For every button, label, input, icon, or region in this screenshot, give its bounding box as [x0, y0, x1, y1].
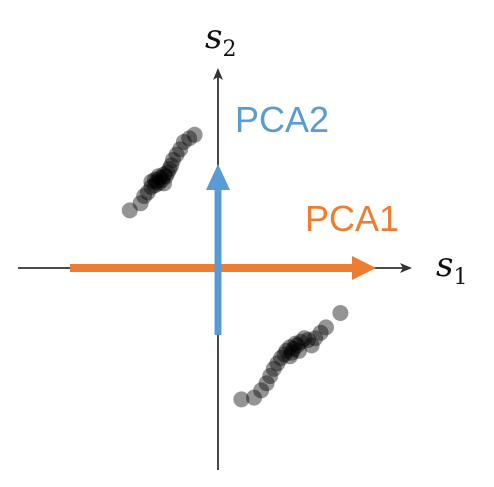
data-point-upper-left-14	[163, 157, 180, 174]
data-point-upper-left-21	[150, 168, 167, 185]
data-point-upper-left-4	[143, 179, 160, 195]
data-point-lower-right-1	[246, 389, 262, 406]
pca1-vector	[70, 256, 376, 280]
s2-subscript: 2	[222, 37, 236, 62]
data-point-lower-right-9	[278, 342, 295, 359]
data-point-upper-left-6	[148, 173, 165, 190]
data-point-upper-left-10	[156, 175, 172, 192]
data-point-lower-right-23	[332, 305, 349, 321]
data-point-lower-right-5	[265, 360, 282, 377]
data-point-upper-left-24	[143, 173, 160, 190]
data-point-lower-right-2	[253, 382, 270, 399]
data-point-lower-right-15	[291, 342, 307, 359]
data-point-lower-right-10	[282, 339, 298, 356]
data-point-upper-left-3	[139, 184, 156, 201]
data-point-lower-right-21	[312, 324, 329, 341]
data-point-upper-left-1	[132, 195, 149, 212]
data-point-upper-left-7	[150, 175, 167, 192]
data-point-lower-right-24	[282, 348, 298, 365]
data-point-upper-left-8	[152, 170, 169, 186]
s1-axis-label: s1	[436, 245, 467, 290]
data-point-lower-right-7	[273, 350, 289, 366]
data-point-lower-right-18	[300, 332, 316, 348]
pca2-label: PCA2	[235, 99, 329, 140]
data-point-lower-right-6	[269, 355, 286, 372]
data-point-upper-left-0	[121, 202, 138, 219]
data-point-upper-left-20	[186, 126, 203, 143]
data-point-upper-left-5	[147, 177, 163, 194]
data-points	[121, 126, 349, 408]
pca1-label: PCA1	[305, 198, 399, 239]
data-point-lower-right-0	[233, 391, 250, 408]
s2-axis-label: s2	[205, 17, 236, 62]
data-point-upper-left-15	[165, 152, 181, 168]
data-point-lower-right-11	[283, 344, 300, 361]
data-point-lower-right-22	[318, 319, 334, 336]
data-point-upper-left-12	[159, 164, 176, 181]
data-point-upper-left-9	[154, 171, 171, 188]
data-point-upper-left-16	[168, 146, 185, 163]
data-point-upper-left-17	[172, 141, 189, 158]
data-point-upper-left-19	[181, 130, 198, 147]
data-point-lower-right-19	[303, 337, 320, 354]
data-point-lower-right-8	[276, 346, 293, 363]
data-point-upper-left-22	[147, 171, 163, 188]
data-point-lower-right-12	[285, 341, 302, 357]
data-point-upper-left-2	[136, 188, 153, 204]
s1-subscript: 1	[453, 265, 467, 290]
data-point-lower-right-4	[262, 368, 279, 384]
data-point-upper-left-18	[175, 134, 192, 150]
data-point-lower-right-3	[258, 375, 275, 392]
data-point-upper-left-23	[156, 166, 172, 183]
data-point-lower-right-17	[296, 330, 313, 347]
data-point-lower-right-20	[307, 330, 324, 347]
data-point-upper-left-11	[157, 168, 174, 185]
data-point-lower-right-14	[289, 337, 306, 354]
pca2-vector	[206, 164, 230, 335]
data-point-lower-right-13	[287, 335, 304, 352]
data-point-upper-left-13	[161, 161, 178, 177]
data-point-lower-right-16	[292, 333, 309, 350]
